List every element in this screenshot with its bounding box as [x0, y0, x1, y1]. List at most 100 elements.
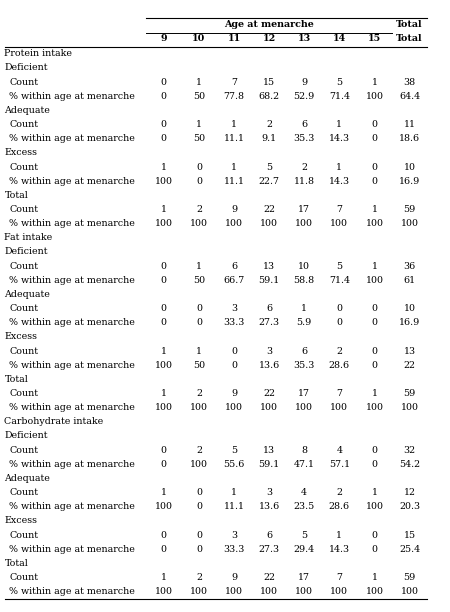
Text: 1: 1	[196, 120, 202, 129]
Text: Count: Count	[9, 261, 38, 271]
Text: Excess: Excess	[4, 332, 37, 341]
Text: 100: 100	[260, 219, 278, 228]
Text: Deficient: Deficient	[4, 64, 48, 72]
Text: 1: 1	[231, 120, 237, 129]
Text: 3: 3	[231, 531, 237, 540]
Text: 0: 0	[371, 134, 378, 143]
Text: 0: 0	[231, 360, 237, 370]
Text: Excess: Excess	[4, 148, 37, 157]
Text: 100: 100	[330, 219, 348, 228]
Text: % within age at menarche: % within age at menarche	[9, 545, 135, 554]
Text: 9: 9	[161, 34, 167, 43]
Text: 13.6: 13.6	[258, 502, 280, 511]
Text: 0: 0	[161, 531, 167, 540]
Text: 1: 1	[161, 346, 167, 356]
Text: 0: 0	[371, 163, 378, 171]
Text: 100: 100	[400, 588, 418, 596]
Text: Deficient: Deficient	[4, 247, 48, 256]
Text: 9: 9	[231, 573, 237, 582]
Text: 52.9: 52.9	[293, 92, 315, 101]
Text: % within age at menarche: % within age at menarche	[9, 276, 135, 285]
Text: % within age at menarche: % within age at menarche	[9, 177, 135, 185]
Text: 0: 0	[371, 318, 378, 327]
Text: 100: 100	[365, 276, 383, 285]
Text: 15: 15	[368, 34, 381, 43]
Text: 6: 6	[231, 261, 237, 271]
Text: 22: 22	[263, 573, 275, 582]
Text: 71.4: 71.4	[329, 276, 350, 285]
Text: 100: 100	[155, 177, 173, 185]
Text: Count: Count	[9, 389, 38, 398]
Text: 100: 100	[155, 502, 173, 511]
Text: 2: 2	[301, 163, 307, 171]
Text: 1: 1	[336, 163, 342, 171]
Text: 50: 50	[193, 134, 205, 143]
Text: 0: 0	[371, 177, 378, 185]
Text: 7: 7	[336, 389, 342, 398]
Text: 20.3: 20.3	[399, 502, 420, 511]
Text: 50: 50	[193, 92, 205, 101]
Text: 33.3: 33.3	[223, 318, 245, 327]
Text: Protein intake: Protein intake	[4, 49, 72, 58]
Text: 0: 0	[161, 120, 167, 129]
Text: 1: 1	[161, 389, 167, 398]
Text: 5: 5	[301, 531, 307, 540]
Text: 68.2: 68.2	[259, 92, 279, 101]
Text: 100: 100	[155, 360, 173, 370]
Text: Total: Total	[396, 34, 423, 43]
Text: 100: 100	[155, 219, 173, 228]
Text: 5: 5	[266, 163, 272, 171]
Text: Deficient: Deficient	[4, 431, 48, 441]
Text: 2: 2	[336, 488, 342, 497]
Text: 28.6: 28.6	[329, 360, 350, 370]
Text: 0: 0	[161, 304, 167, 313]
Text: % within age at menarche: % within age at menarche	[9, 360, 135, 370]
Text: 16.9: 16.9	[399, 318, 420, 327]
Text: 4: 4	[301, 488, 307, 497]
Text: 13.6: 13.6	[258, 360, 280, 370]
Text: % within age at menarche: % within age at menarche	[9, 134, 135, 143]
Text: 0: 0	[161, 276, 167, 285]
Text: 0: 0	[231, 346, 237, 356]
Text: 54.2: 54.2	[399, 460, 420, 469]
Text: 11.8: 11.8	[294, 177, 315, 185]
Text: 15: 15	[263, 78, 275, 86]
Text: 8: 8	[301, 446, 307, 455]
Text: 22: 22	[263, 389, 275, 398]
Text: 0: 0	[161, 92, 167, 101]
Text: 59: 59	[403, 205, 416, 214]
Text: 13: 13	[297, 34, 311, 43]
Text: 0: 0	[336, 318, 342, 327]
Text: Count: Count	[9, 120, 38, 129]
Text: 13: 13	[404, 346, 415, 356]
Text: 100: 100	[190, 588, 208, 596]
Text: 0: 0	[371, 545, 378, 554]
Text: 0: 0	[161, 446, 167, 455]
Text: % within age at menarche: % within age at menarche	[9, 92, 135, 101]
Text: 0: 0	[161, 134, 167, 143]
Text: 0: 0	[371, 446, 378, 455]
Text: 35.3: 35.3	[293, 134, 315, 143]
Text: 32: 32	[404, 446, 415, 455]
Text: 59: 59	[403, 389, 416, 398]
Text: % within age at menarche: % within age at menarche	[9, 588, 135, 596]
Text: 59.1: 59.1	[258, 276, 280, 285]
Text: 1: 1	[371, 488, 378, 497]
Text: 100: 100	[295, 588, 313, 596]
Text: 100: 100	[225, 403, 243, 412]
Text: 3: 3	[231, 304, 237, 313]
Text: 1: 1	[161, 488, 167, 497]
Text: 0: 0	[371, 460, 378, 469]
Text: 10: 10	[298, 261, 310, 271]
Text: 58.8: 58.8	[294, 276, 315, 285]
Text: 100: 100	[260, 403, 278, 412]
Text: 23.5: 23.5	[293, 502, 315, 511]
Text: 9: 9	[231, 389, 237, 398]
Text: 1: 1	[196, 78, 202, 86]
Text: 1: 1	[231, 163, 237, 171]
Text: 22: 22	[404, 360, 415, 370]
Text: 1: 1	[371, 205, 378, 214]
Text: 0: 0	[196, 163, 202, 171]
Text: 59: 59	[403, 573, 416, 582]
Text: 1: 1	[371, 261, 378, 271]
